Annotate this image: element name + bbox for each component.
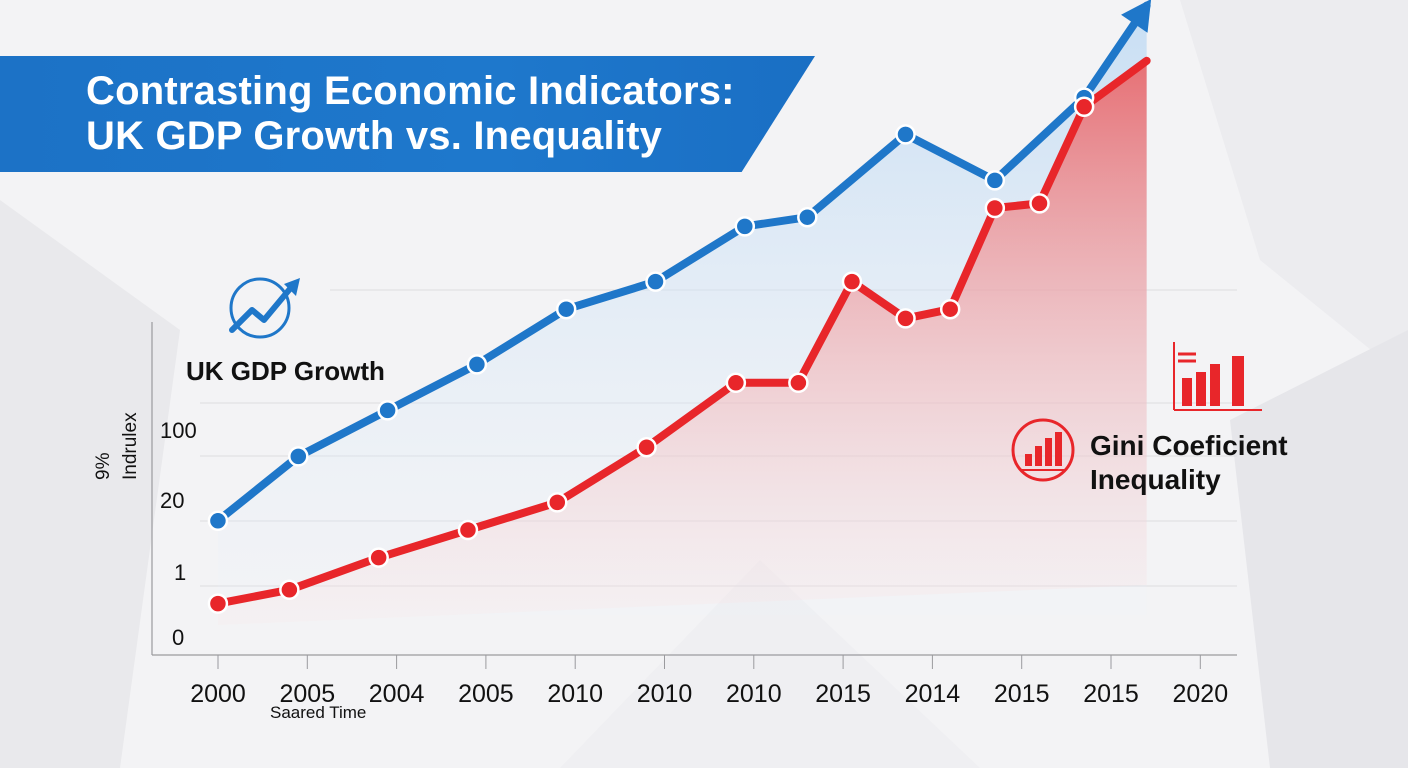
gdp-point [207, 510, 229, 532]
gini-point [547, 492, 568, 513]
gini-point [457, 519, 479, 541]
x-tick-label: 2015 [815, 680, 871, 708]
gdp-point [984, 170, 1006, 191]
gini-point [1073, 96, 1095, 118]
x-tick-label: 2010 [637, 680, 693, 708]
gdp-point [895, 124, 916, 145]
gini-point [725, 372, 747, 394]
x-tick-label: 2000 [190, 680, 246, 708]
y-axis-label-line-2: Indrulex [120, 412, 141, 480]
chart-title-line-1: Contrasting Economic Indicators: [86, 69, 735, 113]
gini-point [895, 308, 916, 329]
gdp-point [288, 446, 309, 467]
gini-area [217, 60, 1147, 626]
gdp-legend-label: UK GDP Growth [186, 356, 385, 386]
gini-legend-label-line-2: Inequality [1090, 464, 1221, 495]
x-axis-label: Saared Time [270, 703, 366, 722]
y-tick-label: 100 [160, 418, 197, 443]
y-axis-label-line-1: 9% [93, 452, 114, 480]
x-tick-label: 2020 [1172, 680, 1228, 708]
gdp-arrowhead [1121, 0, 1152, 33]
gdp-line [213, 1, 1151, 525]
gini-point [939, 298, 961, 320]
gini-point [636, 436, 657, 458]
x-tick-label: 2014 [905, 680, 961, 708]
y-tick-label: 1 [174, 560, 186, 585]
gdp-point [734, 216, 756, 237]
x-tick-label: 2005 [458, 680, 514, 708]
x-tick-label: 2010 [726, 680, 782, 708]
gdp-point [377, 400, 398, 421]
bar-chart-icon [1173, 342, 1262, 411]
y-tick-label: 0 [172, 625, 184, 650]
x-tick-label: 2005 [279, 680, 335, 708]
gini-point [984, 197, 1006, 219]
gdp-point [645, 271, 666, 292]
gdp-point [555, 298, 577, 320]
x-tick-label: 2015 [1083, 680, 1139, 708]
gini-point [841, 271, 863, 292]
title-banner [0, 56, 815, 172]
gini-point [279, 579, 300, 601]
gini-point [1029, 193, 1050, 214]
x-tick-label: 2015 [994, 680, 1050, 708]
x-tick-label: 2004 [369, 680, 425, 708]
trend-up-icon [229, 277, 300, 339]
x-tick-label: 2010 [547, 680, 603, 708]
gini-point [368, 547, 389, 568]
gini-point [207, 593, 229, 614]
gdp-point [466, 354, 488, 375]
gini-legend-label-line-1: Gini Coeficient [1090, 430, 1288, 461]
chart-title-line-2: UK GDP Growth vs. Inequality [86, 114, 663, 158]
gini-point [788, 372, 809, 394]
y-tick-label: 20 [160, 488, 184, 513]
gdp-point [797, 206, 818, 228]
gini-circle-icon [1011, 418, 1075, 482]
